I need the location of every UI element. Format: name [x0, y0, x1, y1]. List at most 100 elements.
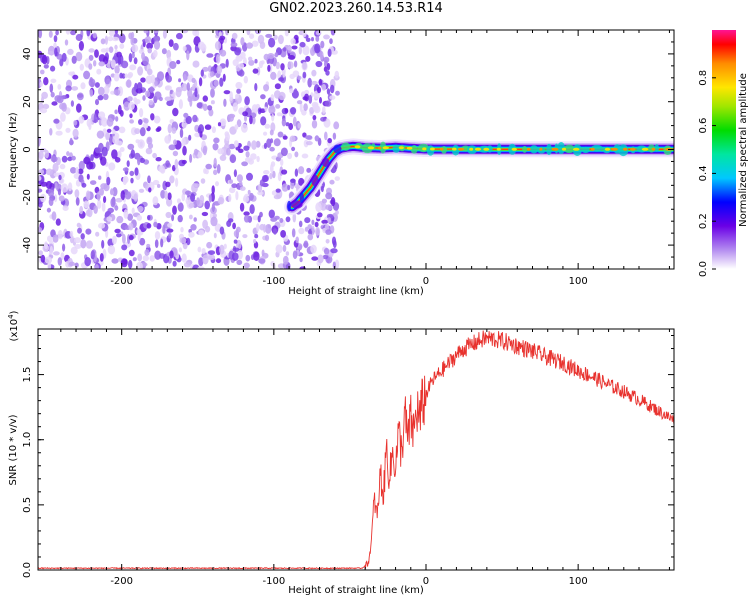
noise-speckle	[165, 75, 172, 83]
snr-ytick-label: 1.5	[22, 367, 33, 383]
noise-speckle	[167, 192, 172, 200]
noise-speckle	[133, 57, 138, 65]
noise-speckle	[263, 53, 270, 61]
noise-speckle	[137, 253, 143, 262]
noise-speckle	[154, 80, 159, 87]
noise-speckle	[58, 174, 62, 181]
noise-speckle	[144, 249, 150, 256]
noise-speckle	[110, 59, 116, 69]
noise-speckle	[150, 113, 155, 121]
noise-speckle	[265, 224, 272, 234]
noise-speckle	[38, 227, 43, 233]
noise-speckle	[280, 147, 288, 157]
noise-speckle	[183, 112, 189, 118]
noise-speckle	[51, 211, 57, 221]
noise-speckle	[130, 36, 134, 46]
noise-speckle	[147, 215, 151, 221]
noise-speckle	[142, 123, 149, 129]
noise-speckle	[94, 264, 99, 269]
noise-speckle	[86, 173, 90, 180]
ridge-hotspot	[630, 147, 636, 151]
ridge-hotspot	[378, 146, 382, 150]
noise-speckle	[136, 214, 142, 221]
noise-speckle	[223, 243, 227, 250]
noise-speckle	[103, 196, 107, 203]
noise-speckle	[111, 149, 118, 160]
colorbar-tick-label: 0.2	[698, 213, 709, 229]
noise-speckle	[78, 40, 84, 51]
noise-speckle	[260, 116, 267, 126]
noise-speckle	[106, 128, 112, 133]
noise-speckle	[285, 251, 290, 256]
noise-speckle	[93, 205, 98, 214]
noise-speckle	[129, 113, 133, 119]
noise-speckle	[155, 157, 162, 162]
noise-speckle	[216, 65, 223, 74]
noise-speckle	[201, 134, 207, 141]
noise-speckle	[244, 96, 250, 106]
noise-speckle	[70, 167, 77, 174]
noise-speckle	[157, 126, 162, 132]
noise-speckle	[330, 30, 336, 36]
ridge-hotspot	[496, 147, 501, 151]
noise-speckle	[46, 207, 52, 213]
noise-speckle	[183, 74, 187, 82]
noise-speckle	[319, 202, 327, 211]
noise-speckle	[248, 56, 253, 62]
noise-speckle	[90, 250, 96, 260]
noise-speckle	[282, 47, 287, 52]
noise-speckle	[219, 226, 225, 235]
noise-speckle	[153, 49, 158, 58]
noise-speckle	[189, 97, 193, 107]
ridge-blob	[581, 146, 590, 154]
noise-speckle	[257, 34, 265, 45]
noise-speckle	[121, 60, 129, 69]
noise-speckle	[175, 87, 182, 98]
noise-speckle	[278, 77, 284, 82]
spectrogram-ytick-label: 0	[22, 146, 33, 152]
noise-speckle	[185, 115, 192, 125]
noise-speckle	[225, 132, 230, 142]
colorbar-gradient	[712, 30, 736, 269]
noise-speckle	[305, 135, 313, 140]
noise-speckle	[269, 172, 273, 180]
noise-speckle	[213, 232, 217, 239]
noise-speckle	[298, 166, 305, 175]
noise-speckle	[293, 60, 298, 68]
noise-speckle	[239, 202, 245, 212]
noise-speckle	[276, 112, 282, 117]
noise-speckle	[298, 227, 305, 235]
noise-speckle	[321, 219, 329, 224]
noise-speckle	[304, 226, 309, 232]
noise-speckle	[241, 123, 248, 133]
noise-speckle	[252, 68, 259, 74]
noise-speckle	[86, 30, 91, 37]
noise-speckle	[166, 197, 173, 207]
noise-speckle	[137, 66, 144, 76]
noise-speckle	[199, 194, 205, 204]
noise-speckle	[261, 249, 265, 257]
noise-speckle	[330, 84, 335, 94]
noise-speckle	[98, 54, 106, 63]
noise-speckle	[167, 123, 172, 134]
noise-speckle	[266, 138, 272, 148]
noise-speckle	[223, 98, 227, 107]
noise-speckle	[318, 78, 323, 86]
noise-speckle	[204, 124, 212, 130]
noise-speckle	[71, 155, 76, 161]
noise-speckle	[307, 229, 313, 235]
noise-speckle	[69, 137, 73, 146]
noise-speckle	[98, 175, 102, 180]
noise-speckle	[315, 226, 321, 236]
noise-speckle	[294, 168, 299, 177]
noise-speckle	[131, 207, 135, 215]
noise-speckle	[138, 119, 143, 125]
noise-speckle	[232, 222, 237, 230]
noise-speckle	[106, 176, 111, 186]
noise-speckle	[284, 108, 289, 114]
noise-speckle	[206, 241, 213, 249]
noise-speckle	[299, 102, 303, 113]
noise-speckle	[174, 159, 179, 169]
noise-speckle	[178, 99, 183, 110]
noise-speckle	[329, 95, 336, 100]
